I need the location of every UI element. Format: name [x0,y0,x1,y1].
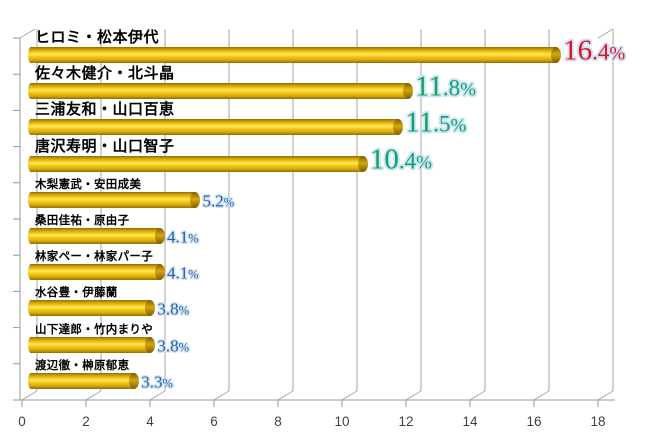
x-axis-tick-label: 8 [274,414,282,429]
bar-2 [28,83,413,100]
category-label: 三浦友和・山口百恵 [35,100,175,119]
top-right-corner-diagonal [597,28,614,39]
category-label: 佐々木健介・北斗晶 [35,64,175,83]
value-label: 11.8% [414,70,476,103]
floor-diagonal [405,390,422,401]
floor-diagonal [341,390,358,401]
bar-9 [28,336,156,353]
bar-7 [28,264,166,281]
floor-diagonal [21,390,38,401]
x-axis-tick-label: 10 [334,414,350,429]
bar-10 [28,372,140,389]
category-label: 水谷豊・伊藤蘭 [35,285,118,300]
x-axis-tick-label: 2 [82,414,90,429]
bar-4 [28,155,368,172]
bar-6 [28,228,166,244]
value-label: 3.8% [157,336,190,356]
bar-1 [28,47,562,63]
floor-diagonal [597,390,614,401]
category-label: 唐沢寿明・山口智子 [35,136,175,155]
category-label: 林家ペー・林家パー子 [35,249,153,264]
value-label: 3.3% [141,372,173,392]
floor-diagonal [469,390,486,401]
category-label: 木梨憲武・安田成美 [35,176,142,191]
floor-diagonal [277,390,294,401]
x-axis-tick-label: 14 [462,414,478,429]
value-label: 3.8% [157,299,190,319]
category-label: 山下達郎・竹内まりや [35,321,153,336]
x-axis-tick-label: 12 [398,414,414,429]
bar-5 [28,191,201,208]
value-label: 5.2% [202,191,235,211]
value-label: 10.4% [369,143,432,176]
category-label: ヒロミ・松本伊代 [35,28,160,46]
x-axis-tick-label: 6 [210,414,218,429]
category-label: 桑田佳祐・原由子 [35,213,130,227]
x-axis-tick-label: 0 [18,414,26,429]
value-label: 4.1% [167,227,199,247]
value-label: 11.5% [405,106,467,139]
bar-3 [28,119,404,136]
value-label: 16.4% [563,34,626,67]
x-axis-tick-label: 18 [590,414,606,429]
category-label: 渡辺徹・榊原郁恵 [35,357,130,372]
floor-diagonal [85,390,102,401]
bar-8 [28,300,156,317]
x-axis-tick-label: 4 [146,414,154,429]
value-label: 4.1% [167,263,199,283]
top-left-corner-diagonal [19,28,36,39]
floor-diagonal [149,390,166,401]
floor-diagonal [533,390,550,401]
floor-diagonal [213,390,230,401]
x-axis-tick-label: 16 [526,414,542,429]
